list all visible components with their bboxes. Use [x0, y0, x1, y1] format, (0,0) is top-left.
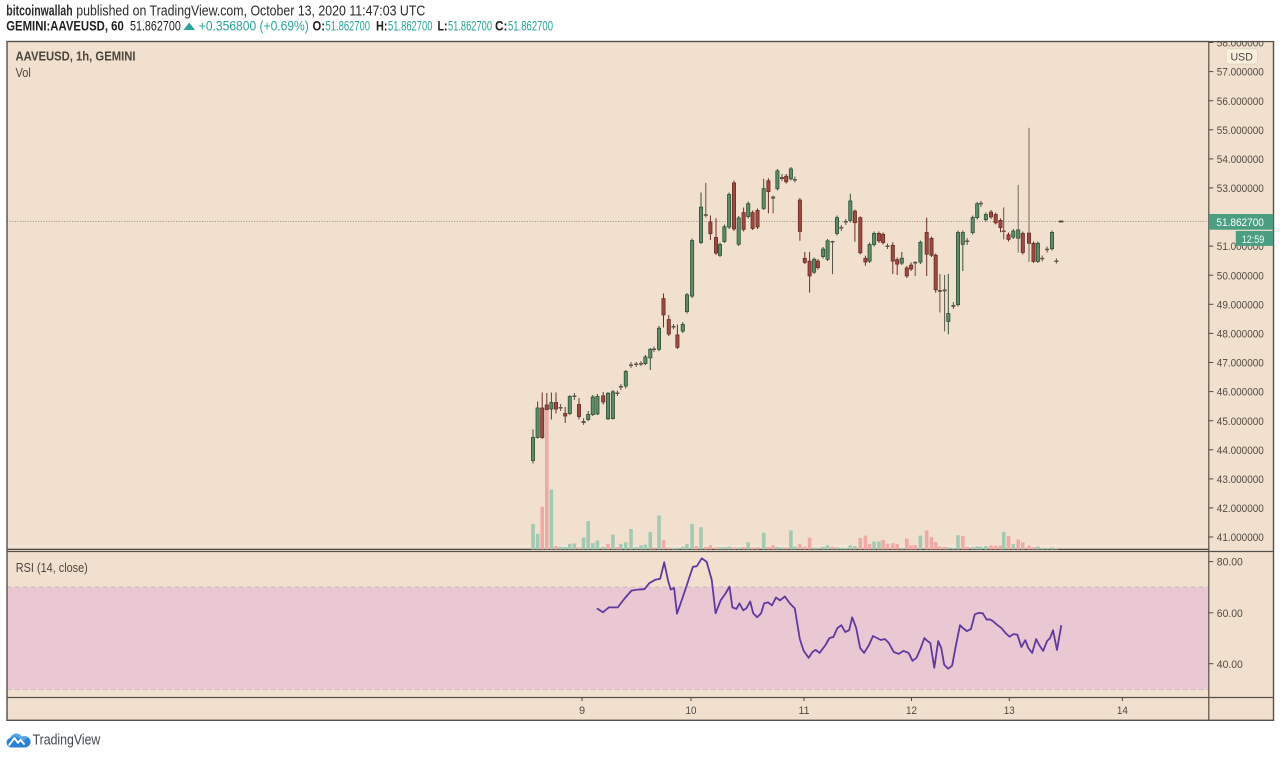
svg-text:40.00: 40.00 — [1217, 659, 1243, 671]
svg-text:C:: C: — [495, 19, 508, 34]
svg-text:+0.356800 (+0.69%): +0.356800 (+0.69%) — [199, 19, 309, 34]
svg-text:published on TradingView.com,: published on TradingView.com, October 13… — [76, 4, 425, 20]
svg-text:51.862700: 51.862700 — [448, 19, 492, 34]
svg-text:bitcoinwallah: bitcoinwallah — [6, 4, 72, 20]
svg-text:42.000000: 42.000000 — [1217, 503, 1264, 515]
svg-text:RSI (14, close): RSI (14, close) — [16, 561, 88, 575]
svg-text:60.00: 60.00 — [1217, 608, 1243, 620]
svg-text:49.000000: 49.000000 — [1217, 299, 1264, 311]
svg-text:55.000000: 55.000000 — [1217, 125, 1264, 137]
svg-text:13: 13 — [1004, 705, 1015, 717]
svg-text:57.000000: 57.000000 — [1217, 67, 1264, 79]
svg-text:44.000000: 44.000000 — [1217, 445, 1264, 457]
svg-text:46.000000: 46.000000 — [1217, 387, 1264, 399]
svg-text:45.000000: 45.000000 — [1217, 416, 1264, 428]
svg-text:AAVEUSD, 1h, GEMINI: AAVEUSD, 1h, GEMINI — [16, 48, 136, 63]
svg-text:56.000000: 56.000000 — [1217, 96, 1264, 108]
svg-text:Vol: Vol — [16, 66, 31, 80]
svg-text:12:59: 12:59 — [1242, 234, 1265, 246]
svg-text:10: 10 — [686, 705, 697, 717]
svg-text:51.862700: 51.862700 — [508, 19, 553, 34]
svg-text:GEMINI:AAVEUSD, 60: GEMINI:AAVEUSD, 60 — [6, 19, 124, 34]
svg-text:51.862700: 51.862700 — [326, 19, 371, 34]
svg-text:48.000000: 48.000000 — [1217, 329, 1264, 341]
svg-text:L:: L: — [438, 19, 448, 34]
svg-text:O:: O: — [313, 19, 326, 34]
svg-text:12: 12 — [906, 705, 917, 717]
svg-text:H:: H: — [376, 19, 388, 34]
svg-text:41.000000: 41.000000 — [1217, 532, 1264, 544]
svg-text:TradingView: TradingView — [33, 733, 101, 749]
svg-text:51.862700: 51.862700 — [1216, 217, 1264, 229]
svg-text:80.00: 80.00 — [1217, 557, 1243, 569]
svg-text:9: 9 — [579, 705, 585, 717]
svg-text:51.862700: 51.862700 — [130, 19, 181, 34]
svg-text:43.000000: 43.000000 — [1217, 474, 1264, 486]
svg-text:USD: USD — [1231, 52, 1253, 64]
svg-text:11: 11 — [799, 705, 810, 717]
svg-text:53.000000: 53.000000 — [1217, 183, 1264, 195]
svg-text:47.000000: 47.000000 — [1217, 358, 1264, 370]
svg-text:54.000000: 54.000000 — [1217, 154, 1264, 166]
svg-text:51.862700: 51.862700 — [388, 19, 433, 34]
svg-text:50.000000: 50.000000 — [1217, 270, 1264, 282]
svg-text:14: 14 — [1117, 705, 1128, 717]
